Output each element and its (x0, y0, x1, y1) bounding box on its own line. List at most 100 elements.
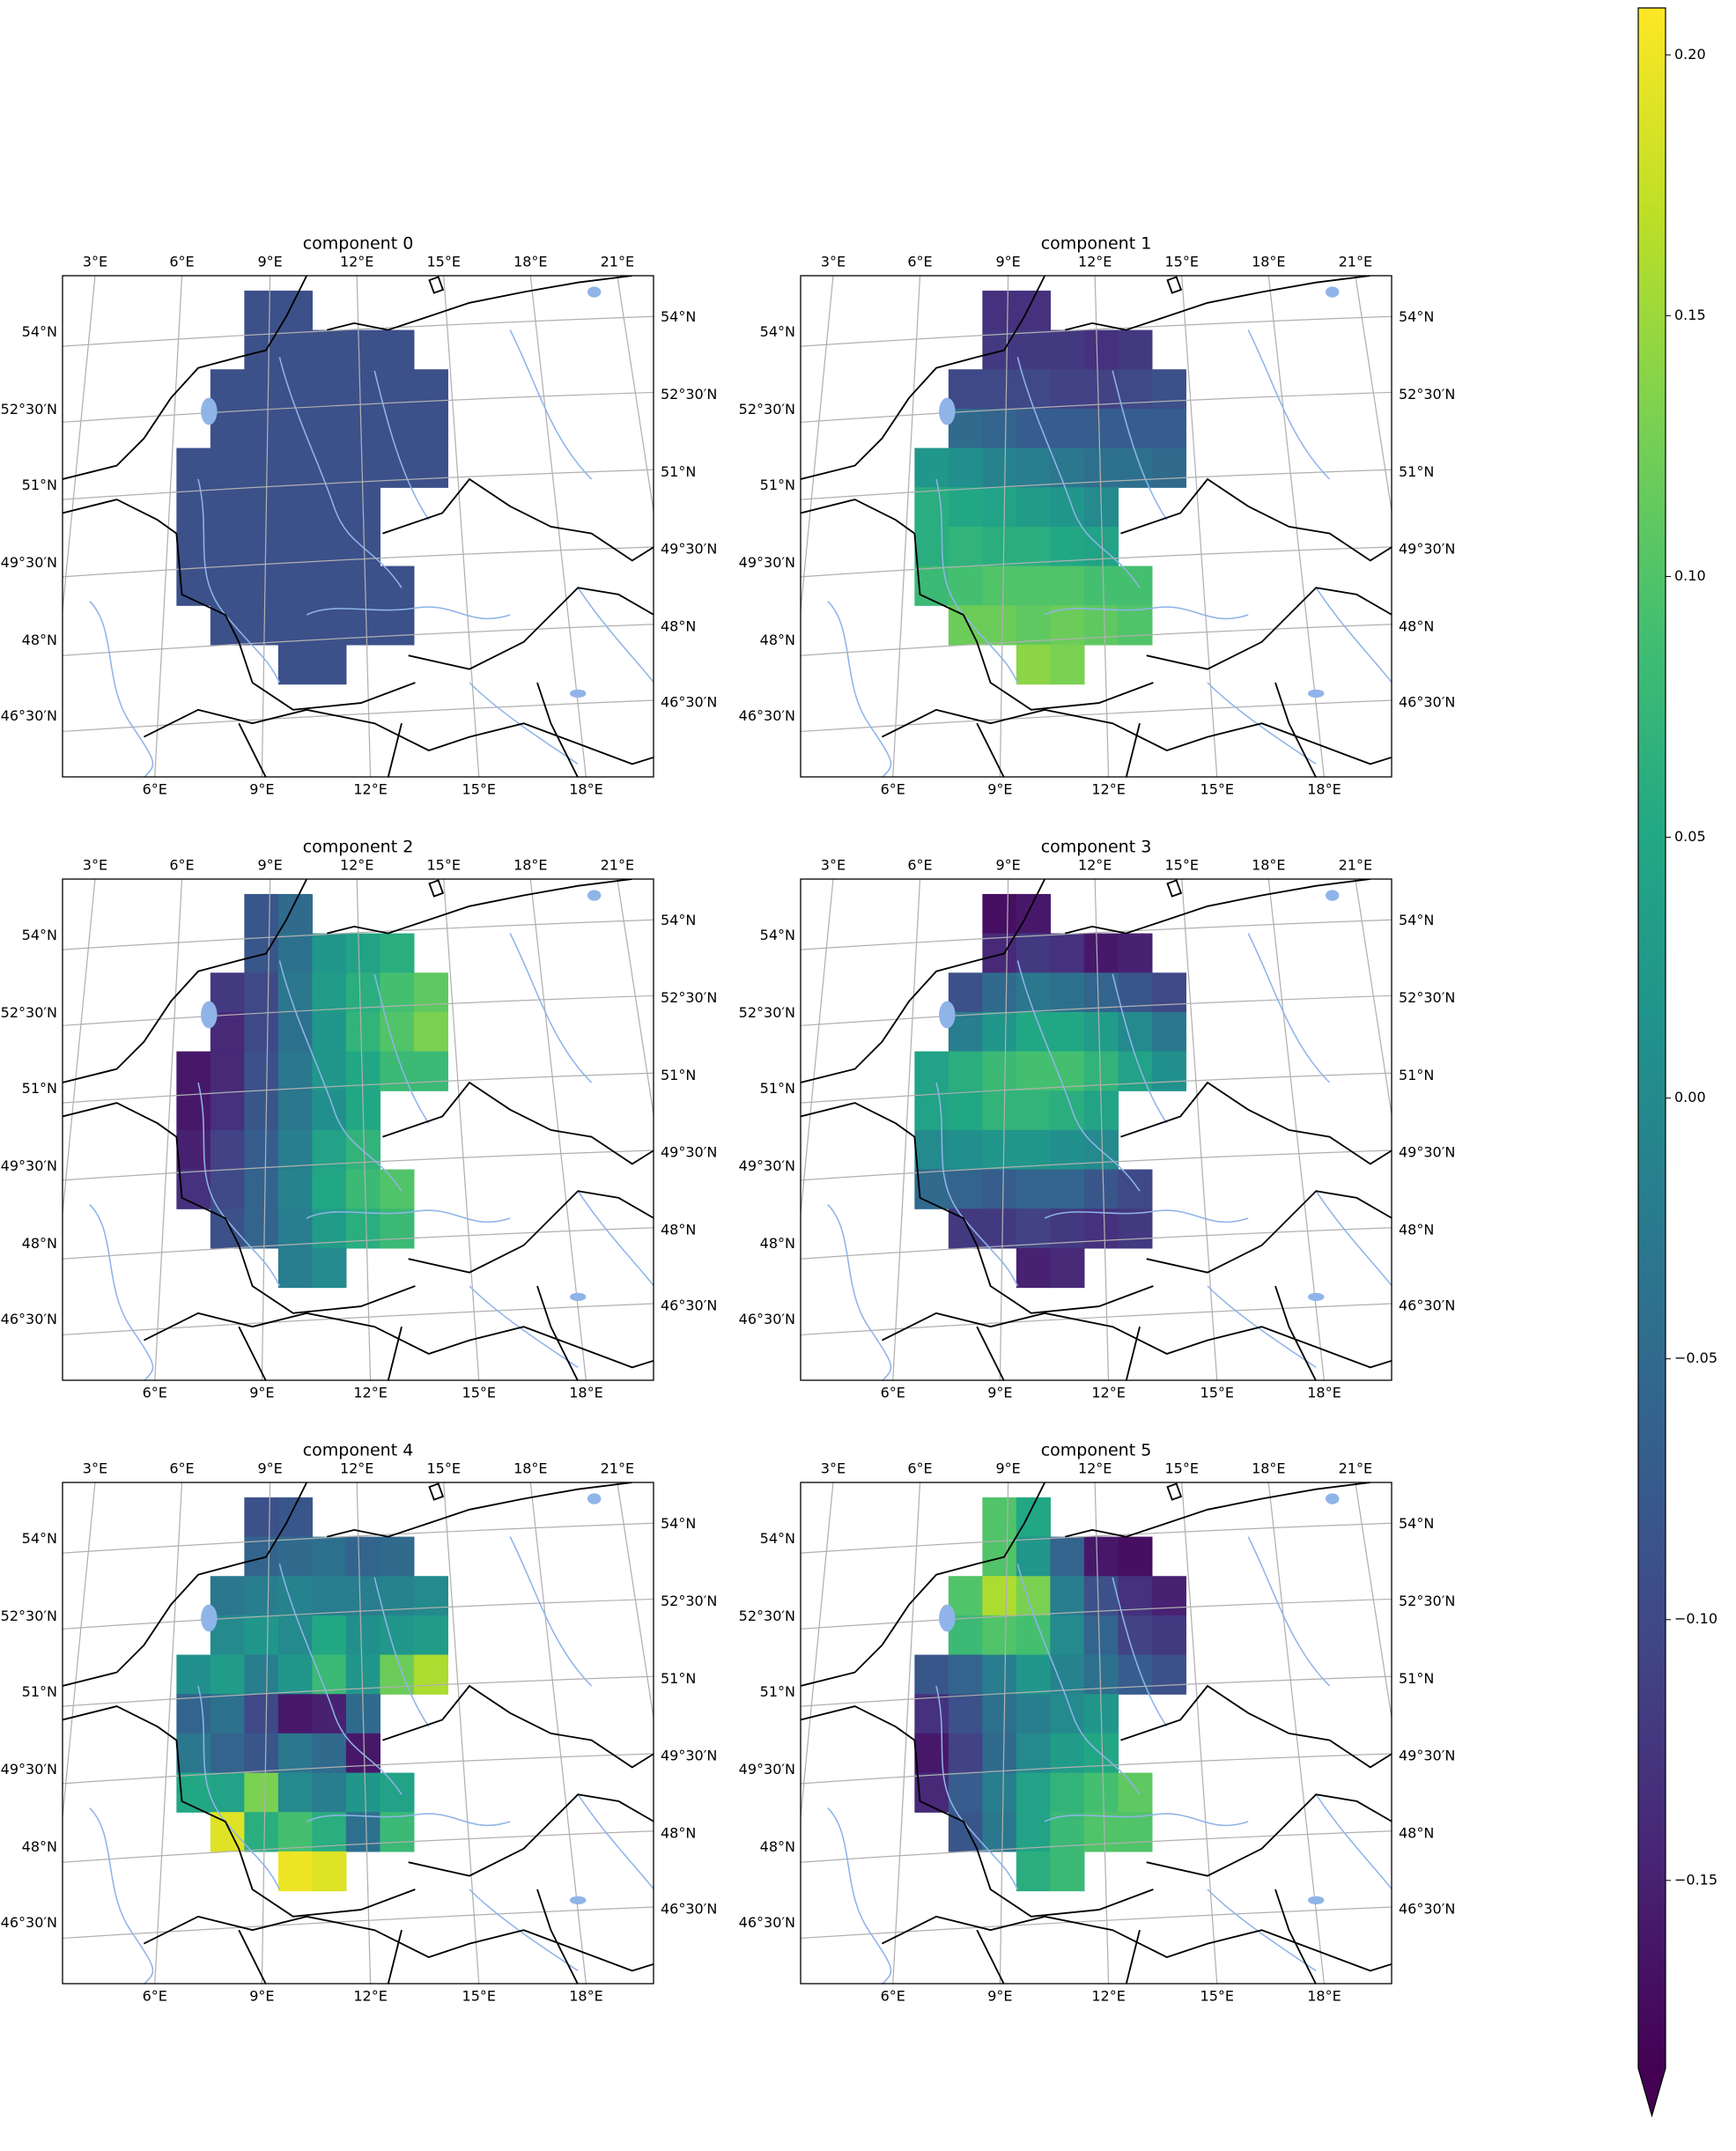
grid-cell (413, 1615, 448, 1656)
grid-cell (277, 1812, 313, 1852)
lat-label: 48°N (661, 1824, 696, 1841)
lon-label: 15°E (427, 254, 461, 270)
grid-cell (244, 1615, 279, 1656)
grid-cell (982, 1812, 1017, 1852)
grid-cell (277, 644, 313, 685)
lat-label: 49°30′N (1, 1761, 57, 1778)
grid-cell (1016, 1051, 1051, 1091)
grid-cell (345, 565, 380, 606)
grid-cell (1016, 329, 1051, 370)
lon-label: 6°E (169, 254, 194, 270)
panel-title: component 5 (1041, 1441, 1152, 1460)
grid-cell (1151, 447, 1186, 488)
lat-label: 46°30′N (1, 1914, 57, 1931)
grid-cell (1016, 1694, 1051, 1734)
lat-label: 48°N (760, 1235, 795, 1252)
lat-label: 52°30′N (739, 1004, 795, 1021)
lat-label: 46°30′N (1, 1311, 57, 1327)
grid-cell (914, 447, 949, 488)
grid-cell (1016, 972, 1051, 1013)
lat-label: 46°30′N (661, 1297, 717, 1314)
grid-cell (413, 447, 448, 488)
grid-cell (312, 1051, 347, 1091)
grid-cell (210, 369, 245, 410)
lon-label: 3°E (821, 254, 846, 270)
grid-cell (277, 1051, 313, 1091)
grid-cell (982, 933, 1017, 973)
lon-label: 3°E (83, 254, 107, 270)
grid-cell (1151, 1051, 1186, 1091)
colorbar-tick-label: 0.10 (1674, 567, 1706, 584)
lon-label: 6°E (881, 781, 905, 798)
panel-frame (800, 275, 1392, 778)
grid-cell (1050, 565, 1085, 606)
grid-cell (244, 1169, 279, 1209)
grid-cell (277, 369, 313, 410)
grid-cell (1016, 1851, 1051, 1892)
grid-cell (244, 290, 279, 331)
grid-cell (277, 1851, 313, 1892)
lon-label: 12°E (1091, 1385, 1125, 1401)
grid-cell (1016, 1129, 1051, 1171)
grid-cell (312, 1169, 347, 1209)
lon-label: 12°E (340, 857, 373, 874)
lon-label: 9°E (987, 1385, 1012, 1401)
grid-cell (345, 1169, 380, 1209)
grid-cell (1083, 1209, 1119, 1249)
grid-cell (244, 1090, 279, 1131)
grid-cell (1016, 1011, 1051, 1053)
grid-cell (982, 1051, 1017, 1091)
grid-cell (1118, 565, 1153, 606)
colorbar (1638, 8, 1666, 2068)
grid-cell (1083, 369, 1119, 410)
lat-label: 46°30′N (661, 1901, 717, 1918)
grid-cell (345, 1812, 380, 1852)
grid-cell (1118, 1615, 1153, 1656)
grid-cell (1083, 972, 1119, 1013)
grid-cell (210, 447, 245, 488)
grid-cell (982, 1615, 1017, 1656)
grid-cell (1151, 1615, 1186, 1656)
lat-label: 49°30′N (739, 1761, 795, 1778)
lat-label: 52°30′N (661, 1593, 717, 1609)
grid-cell (380, 1011, 415, 1053)
grid-cell (948, 1169, 983, 1209)
grid-cell (1050, 1247, 1085, 1289)
lon-label: 6°E (143, 1385, 167, 1401)
grid-cell (948, 369, 983, 410)
grid-cell (345, 329, 380, 370)
grid-cell (244, 408, 279, 449)
lat-label: 48°N (22, 1838, 57, 1855)
grid-cell (277, 408, 313, 449)
lon-label: 15°E (1165, 1460, 1199, 1477)
grid-cell (312, 1247, 347, 1289)
lon-label: 9°E (987, 781, 1012, 798)
lat-label: 46°30′N (739, 707, 795, 724)
grid-cell (312, 565, 347, 606)
grid-cell (1083, 1576, 1119, 1616)
grid-cell (277, 447, 313, 488)
grid-cell (982, 526, 1017, 567)
lat-label: 54°N (661, 1515, 696, 1532)
lat-label: 51°N (1399, 1670, 1434, 1687)
grid-cell (312, 1851, 347, 1892)
grid-cell (948, 1209, 983, 1249)
grid-cell (413, 1576, 448, 1616)
grid-cell (345, 369, 380, 410)
grid-cell (380, 933, 415, 973)
grid-cell (277, 1654, 313, 1695)
lon-label: 9°E (995, 1460, 1020, 1477)
grid-cell (982, 369, 1017, 410)
grid-cell (1016, 565, 1051, 606)
map-panel (801, 879, 1392, 1381)
lat-label: 51°N (760, 477, 795, 493)
grid-cell (982, 329, 1017, 370)
grid-cell (948, 1129, 983, 1171)
grid-cell (982, 1694, 1017, 1734)
grid-cell (312, 1011, 347, 1053)
grid-cell (345, 1011, 380, 1053)
colorbar-tick-label: 0.05 (1674, 828, 1706, 845)
lat-label: 48°N (661, 617, 696, 634)
lon-label: 9°E (249, 1988, 274, 2005)
grid-cell (914, 1090, 949, 1131)
